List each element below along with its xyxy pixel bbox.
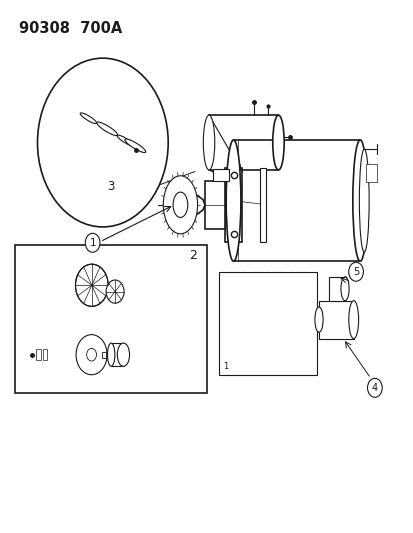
Circle shape [367, 378, 381, 397]
Ellipse shape [203, 115, 214, 170]
Bar [204, 181, 225, 229]
Circle shape [76, 335, 107, 375]
Ellipse shape [352, 140, 367, 261]
Ellipse shape [80, 113, 96, 124]
Text: 2: 2 [188, 249, 196, 262]
Ellipse shape [107, 343, 114, 366]
Bar [102, 352, 106, 358]
Ellipse shape [97, 122, 117, 135]
Text: 3: 3 [107, 180, 114, 193]
Circle shape [85, 233, 100, 252]
Bar [366, 164, 375, 182]
Bar [225, 168, 241, 241]
Ellipse shape [225, 140, 240, 261]
Ellipse shape [86, 349, 96, 361]
Bar [15, 245, 206, 393]
Bar [111, 343, 123, 366]
Ellipse shape [173, 192, 188, 217]
Ellipse shape [358, 149, 368, 252]
Bar [219, 272, 316, 375]
Text: 1: 1 [89, 238, 96, 248]
Circle shape [38, 58, 168, 227]
Text: 4: 4 [371, 383, 377, 393]
Text: 5: 5 [352, 267, 358, 277]
Ellipse shape [117, 135, 133, 146]
Bar [318, 301, 353, 338]
Ellipse shape [125, 139, 145, 152]
Bar [329, 277, 344, 301]
Circle shape [106, 280, 124, 303]
Circle shape [348, 262, 363, 281]
Polygon shape [172, 190, 204, 220]
Text: 90308  700A: 90308 700A [19, 21, 122, 36]
Circle shape [75, 264, 108, 306]
Ellipse shape [163, 176, 197, 234]
Bar [213, 169, 229, 181]
Ellipse shape [340, 277, 348, 301]
Ellipse shape [348, 301, 358, 338]
Bar [259, 168, 266, 241]
Bar [36, 350, 41, 360]
Ellipse shape [272, 115, 283, 170]
Text: 1: 1 [223, 362, 228, 372]
Ellipse shape [314, 307, 322, 332]
Ellipse shape [117, 343, 129, 366]
Bar [43, 350, 47, 360]
